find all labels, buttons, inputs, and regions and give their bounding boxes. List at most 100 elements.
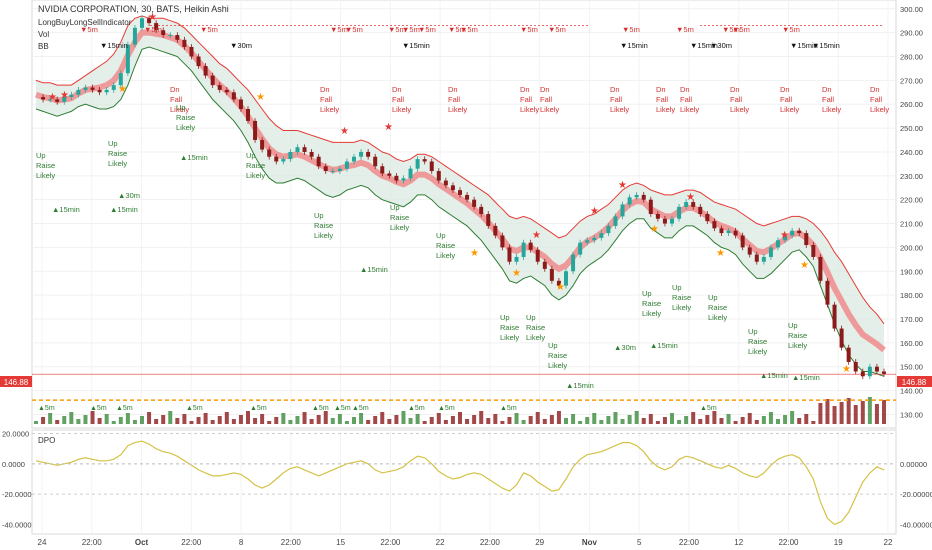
star-icon: ★ bbox=[470, 248, 479, 259]
candle-body bbox=[323, 166, 328, 172]
buy-marker: ▲15min bbox=[52, 205, 80, 214]
dn-fall-likely-label: Dn bbox=[392, 85, 402, 94]
volume-bar bbox=[288, 420, 293, 424]
up-raise-likely-label: Likely bbox=[672, 303, 691, 312]
price-tick-label: 180.00 bbox=[900, 291, 923, 300]
time-tick-label: 22:00 bbox=[281, 538, 302, 547]
volume-bar bbox=[168, 411, 173, 424]
volume-bar bbox=[330, 418, 335, 424]
candle-body bbox=[797, 230, 802, 234]
up-raise-likely-label: Raise bbox=[314, 221, 333, 230]
volume-bar bbox=[76, 419, 81, 424]
time-axis[interactable]: 24 22:00 Oct 22:00 8 22:00 15 22:00 22 22:00 29 Nov… bbox=[38, 538, 893, 547]
candle-body bbox=[224, 89, 229, 93]
volume-bar bbox=[111, 421, 116, 424]
up-raise-likely-label: Raise bbox=[748, 337, 767, 346]
dpo-pane[interactable] bbox=[31, 429, 897, 535]
star-icon: ★ bbox=[256, 92, 265, 103]
price-tick-label: 210.00 bbox=[900, 220, 923, 229]
candle-body bbox=[154, 23, 159, 31]
volume-bar bbox=[337, 414, 342, 424]
dpo-tick-left: -40.0000 bbox=[2, 520, 32, 529]
dn-fall-likely-label: Likely bbox=[680, 105, 699, 114]
volume-bar bbox=[238, 415, 243, 424]
dn-fall-likely-label: Fall bbox=[610, 95, 622, 104]
dn-fall-likely-label: Dn bbox=[680, 85, 690, 94]
price-tick-label: 250.00 bbox=[900, 124, 923, 133]
buy-marker: ▲30m bbox=[614, 343, 636, 352]
candle-body bbox=[352, 156, 356, 162]
price-tick-label: 190.00 bbox=[900, 267, 923, 276]
volume-bar bbox=[606, 416, 611, 424]
candle-body bbox=[783, 235, 788, 241]
up-raise-likely-label: Up bbox=[36, 151, 46, 160]
dn-fall-likely-label: Likely bbox=[392, 105, 411, 114]
candle-body bbox=[867, 366, 872, 377]
volume-bar bbox=[161, 415, 166, 424]
up-raise-likely-label: Raise bbox=[526, 323, 545, 332]
price-axis[interactable]: 300.00 290.00 280.00 270.00 260.00 250.00 240.… bbox=[900, 5, 923, 420]
volume-bar bbox=[535, 412, 540, 424]
candle-body bbox=[677, 206, 682, 219]
volume-bar bbox=[726, 414, 731, 424]
volume-bar bbox=[853, 405, 858, 424]
price-pane[interactable] bbox=[31, 0, 897, 429]
up-raise-likely-label: Likely bbox=[108, 159, 127, 168]
volume-bar bbox=[599, 420, 604, 424]
up-raise-likely-label: Up bbox=[526, 313, 536, 322]
candle-body bbox=[556, 280, 561, 286]
volume-bar bbox=[267, 421, 272, 424]
candle-body bbox=[705, 214, 710, 222]
sell-marker: ▼5m bbox=[676, 25, 694, 34]
candle-body bbox=[839, 328, 844, 348]
candle-body bbox=[818, 256, 823, 281]
candle-body bbox=[479, 206, 484, 214]
volume-bar bbox=[443, 420, 448, 424]
candle-body bbox=[48, 99, 53, 101]
price-tick-label: 200.00 bbox=[900, 243, 923, 252]
up-raise-likely-label: Likely bbox=[788, 341, 807, 350]
volume-bar bbox=[514, 413, 519, 424]
volume-bar bbox=[825, 399, 830, 424]
sell-marker: ▼5m bbox=[520, 25, 538, 34]
sell-marker: ▼5m bbox=[388, 25, 406, 34]
up-raise-likely-label: Raise bbox=[788, 331, 807, 340]
candle-body bbox=[316, 156, 321, 167]
star-icon: ★ bbox=[148, 12, 157, 23]
indicator-label-2: Vol bbox=[38, 30, 49, 39]
candle-body bbox=[415, 159, 420, 169]
price-tick-label: 220.00 bbox=[900, 196, 923, 205]
time-tick-label: 29 bbox=[535, 538, 544, 547]
sell-marker: ▼5m bbox=[782, 25, 800, 34]
volume-bar bbox=[776, 419, 780, 424]
dn-fall-likely-label: Likely bbox=[610, 105, 629, 114]
volume-bar bbox=[217, 416, 222, 424]
buy-marker-small: ▲5m bbox=[500, 405, 517, 412]
up-raise-likely-label: Up bbox=[436, 231, 446, 240]
volume-bar bbox=[83, 415, 88, 424]
candle-body bbox=[514, 256, 519, 262]
candle-body bbox=[125, 44, 130, 74]
price-tick-label: 170.00 bbox=[900, 315, 923, 324]
candle-body bbox=[203, 66, 208, 76]
candle-body bbox=[472, 199, 477, 207]
volume-bar bbox=[344, 421, 349, 424]
volume-bar bbox=[493, 414, 498, 424]
candle-body bbox=[825, 280, 830, 305]
candle-body bbox=[535, 249, 540, 262]
volume-bar bbox=[196, 417, 201, 424]
up-raise-likely-label: Raise bbox=[108, 149, 127, 158]
candle-body bbox=[776, 240, 780, 248]
candle-body bbox=[83, 87, 88, 90]
star-icon: ★ bbox=[650, 224, 659, 235]
buy-marker-small: ▲5m bbox=[38, 405, 55, 412]
last-price-tag-right bbox=[897, 376, 932, 387]
dpo-axis[interactable]: 20.0000 0.0000 -20.0000 -40.0000 0.00000 -20.… bbox=[2, 430, 932, 530]
up-raise-likely-label: Raise bbox=[500, 323, 519, 332]
time-tick-label: 22:00 bbox=[181, 538, 202, 547]
volume-bar bbox=[316, 415, 321, 424]
up-raise-likely-label: Raise bbox=[672, 293, 691, 302]
up-raise-likely-label: Up bbox=[548, 341, 558, 350]
volume-bar bbox=[698, 419, 703, 424]
